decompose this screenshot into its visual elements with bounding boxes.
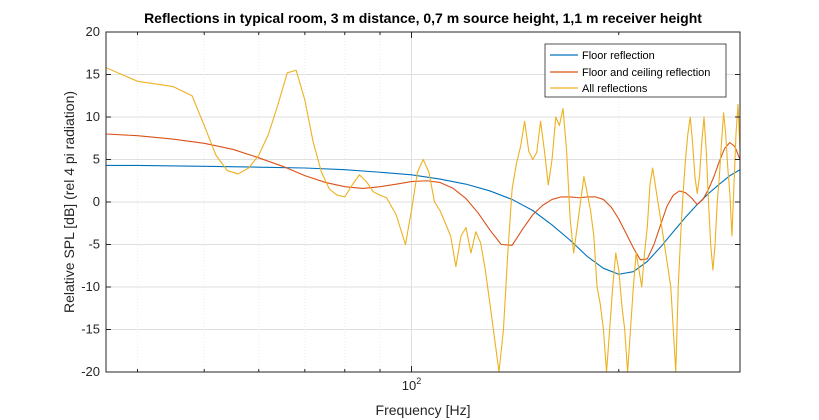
series-layer [106, 67, 740, 372]
series-line-floor-and-ceiling-reflection [106, 133, 740, 261]
x-axis-label: Frequency [Hz] [376, 402, 471, 418]
y-tick-labels: -20 -15 -10 -5 0 5 10 15 20 [81, 24, 100, 379]
legend-label-all-reflections: All reflections [582, 83, 648, 95]
tick-marks [106, 31, 740, 373]
y-tick-label: 0 [93, 194, 100, 209]
y-tick-label: 20 [86, 24, 100, 39]
y-tick-label: 15 [86, 67, 100, 82]
chart-title: Reflections in typical room, 3 m distanc… [144, 10, 702, 26]
legend-label-floor-reflection: Floor reflection [582, 50, 655, 62]
y-axis-label: Relative SPL [dB] (rel 4 pi radiation) [61, 91, 77, 313]
x-tick-labels: 102 [402, 376, 421, 393]
y-tick-label: -5 [88, 237, 100, 252]
y-tick-label: -20 [81, 364, 100, 379]
legend: Floor reflection Floor and ceiling refle… [544, 43, 727, 98]
series-line-all-reflections [106, 67, 740, 372]
y-tick-label: 10 [86, 109, 100, 124]
y-tick-label: -15 [81, 322, 100, 337]
x-tick-label: 102 [402, 376, 421, 393]
legend-label-floor-and-ceiling-reflection: Floor and ceiling reflection [582, 67, 710, 79]
y-tick-label: 5 [93, 152, 100, 167]
series-line-floor-reflection [106, 164, 740, 275]
y-tick-label: -10 [81, 279, 100, 294]
